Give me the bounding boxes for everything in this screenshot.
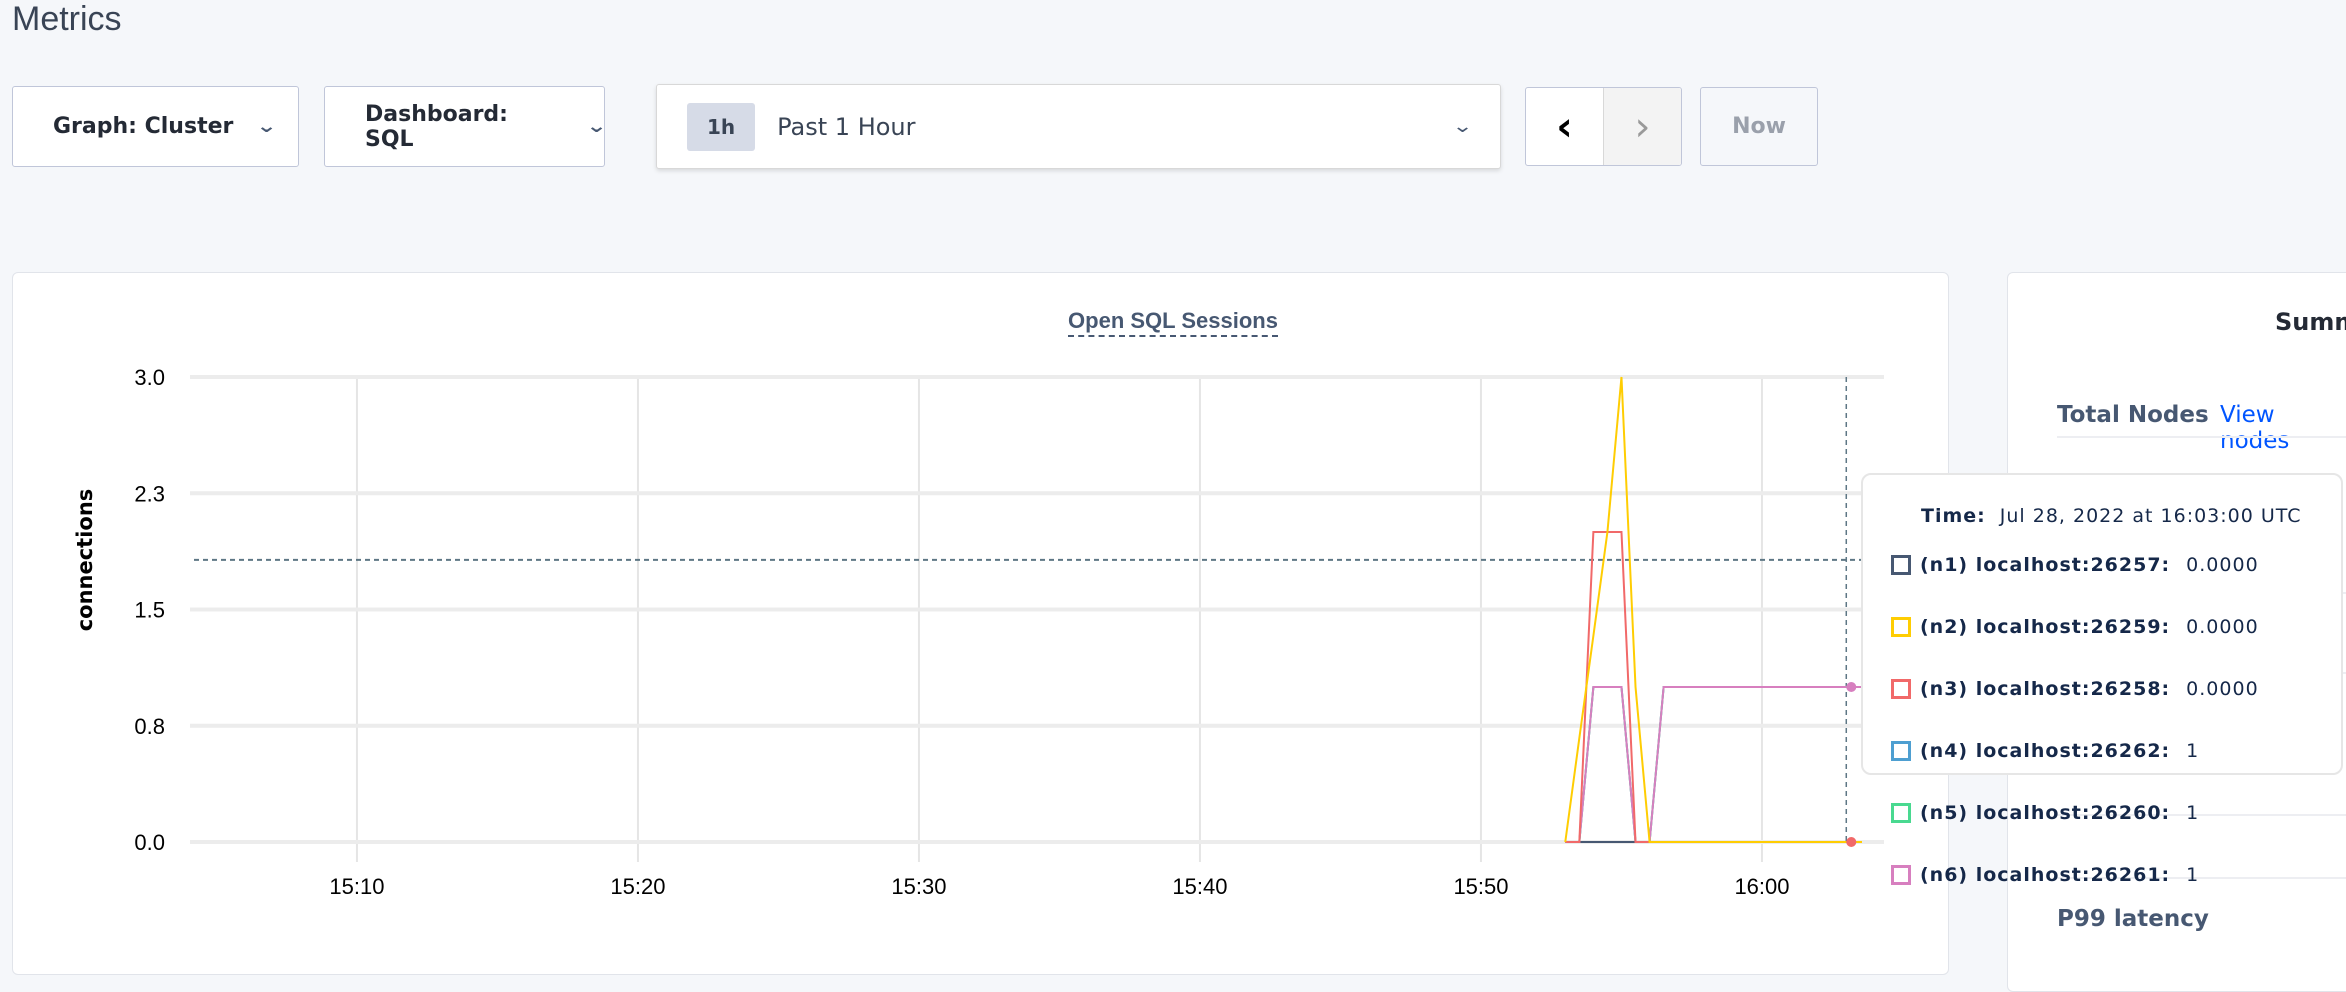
total-nodes-label: Total Nodes: [2057, 402, 2209, 428]
series-line: [1564, 376, 1847, 843]
previous-button[interactable]: ‹: [1526, 88, 1603, 165]
series-swatch-icon: [1891, 865, 1911, 885]
x-tick-label: 15:30: [891, 874, 946, 899]
y-tick-label: 1.5: [134, 598, 165, 623]
time-range-select[interactable]: 1h Past 1 Hour ⌄: [656, 84, 1501, 169]
series-swatch-icon: [1891, 617, 1911, 637]
y-axis-label: connections: [73, 489, 97, 632]
tooltip-row-value: 0.0000: [2186, 678, 2259, 700]
time-nav-buttons: ‹ ›: [1525, 87, 1682, 166]
tooltip-row-label: (n3) localhost:26258:: [1920, 678, 2171, 700]
series-swatch-icon: [1891, 741, 1911, 761]
time-range-badge: 1h: [687, 102, 756, 151]
chevron-left-icon: ‹: [1556, 103, 1573, 150]
series-line: [1565, 686, 1847, 843]
tooltip-row-label: (n2) localhost:26259:: [1920, 616, 2171, 638]
tooltip-row-value: 1: [2186, 740, 2200, 762]
tooltip-row: (n4) localhost:26262: 1: [1891, 740, 2199, 762]
chevron-down-icon: ⌄: [256, 116, 278, 137]
tooltip-time-value: Jul 28, 2022 at 16:03:00 UTC: [1999, 505, 2302, 527]
summary-heading: Summ: [2275, 308, 2346, 336]
x-tick-label: 15:10: [329, 874, 384, 899]
tooltip-row-value: 0.0000: [2186, 554, 2259, 576]
y-tick-label: 0.8: [134, 714, 165, 739]
hover-point: [1846, 837, 1857, 847]
graph-select-label: Graph: Cluster: [53, 114, 234, 139]
tooltip-time: Time: Jul 28, 2022 at 16:03:00 UTC: [1921, 505, 2302, 527]
x-tick-label: 15:50: [1453, 874, 1508, 899]
now-button[interactable]: Now: [1700, 87, 1818, 166]
y-tick-label: 2.3: [134, 481, 165, 506]
view-nodes-link[interactable]: View nodes: [2220, 402, 2290, 454]
tooltip-row-label: (n1) localhost:26257:: [1920, 554, 2171, 576]
series-line: [1565, 686, 1847, 843]
tooltip-time-label: Time:: [1921, 505, 1986, 527]
chart-title-wrap: Open SQL Sessions: [0, 308, 2346, 337]
chart-title[interactable]: Open SQL Sessions: [1068, 308, 1278, 337]
series-swatch-icon: [1891, 555, 1911, 575]
series-swatch-icon: [1891, 803, 1911, 823]
time-range-label: Past 1 Hour: [777, 112, 916, 141]
tooltip-row: (n1) localhost:26257: 0.0000: [1891, 554, 2259, 576]
chevron-right-icon: ›: [1634, 103, 1651, 150]
tooltip-row: (n3) localhost:26258: 0.0000: [1891, 678, 2259, 700]
tooltip-row: (n5) localhost:26260: 1: [1891, 802, 2199, 824]
tooltip-row-label: (n6) localhost:26261:: [1920, 864, 2171, 886]
divider: [2057, 436, 2346, 438]
tooltip-row: (n2) localhost:26259: 0.0000: [1891, 616, 2259, 638]
series-swatch-icon: [1891, 679, 1911, 699]
tooltip-row: (n6) localhost:26261: 1: [1891, 864, 2199, 886]
graph-select[interactable]: Graph: Cluster ⌄: [12, 86, 299, 167]
y-tick-label: 0.0: [134, 830, 165, 855]
page-title: Metrics: [12, 0, 122, 38]
x-tick-label: 15:20: [610, 874, 665, 899]
tooltip-row-value: 1: [2186, 802, 2200, 824]
chevron-down-icon: ⌄: [585, 116, 608, 137]
next-button[interactable]: ›: [1603, 88, 1681, 165]
tooltip-row-label: (n5) localhost:26260:: [1920, 802, 2171, 824]
chart-tooltip: Time: Jul 28, 2022 at 16:03:00 UTC (n1) l…: [1861, 473, 2343, 886]
tooltip-row-value: 1: [2186, 864, 2200, 886]
dashboard-select-label: Dashboard: SQL: [365, 101, 508, 152]
hover-point: [1846, 682, 1857, 692]
open-sql-sessions-chart[interactable]: 15:10 15:20 15:30 15:40 15:50 16:00 0.0 0.8 1.5 2…: [0, 0, 1950, 978]
x-tick-label: 16:00: [1734, 874, 1789, 899]
series-line: [1565, 686, 1847, 843]
x-tick-label: 15:40: [1172, 874, 1227, 899]
divider: [2057, 877, 2346, 879]
y-tick-label: 3.0: [134, 365, 165, 390]
dashboard-select[interactable]: Dashboard: SQL ⌄: [324, 86, 608, 167]
divider: [2057, 814, 2346, 816]
tooltip-row-value: 0.0000: [2186, 616, 2259, 638]
chevron-down-icon: ⌄: [1451, 116, 1474, 137]
p99-latency-label: P99 latency: [2057, 906, 2209, 932]
tooltip-row-label: (n4) localhost:26262:: [1920, 740, 2171, 762]
